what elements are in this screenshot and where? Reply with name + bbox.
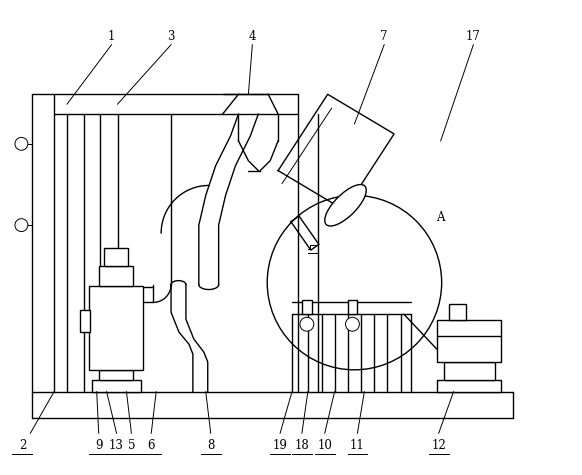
Bar — [80, 310, 90, 332]
Circle shape — [346, 317, 360, 331]
Text: 5: 5 — [127, 438, 135, 452]
Text: 1: 1 — [108, 30, 115, 43]
Text: 2: 2 — [19, 438, 26, 452]
Bar — [89, 285, 143, 370]
Bar — [443, 362, 495, 380]
Text: 6: 6 — [147, 438, 155, 452]
Text: 9: 9 — [95, 438, 102, 452]
Text: 8: 8 — [207, 438, 214, 452]
Bar — [99, 266, 133, 285]
Text: 10: 10 — [317, 438, 332, 452]
Text: 17: 17 — [466, 30, 481, 43]
Text: 3: 3 — [167, 30, 175, 43]
Bar — [436, 380, 501, 391]
Text: 4: 4 — [249, 30, 256, 43]
Text: A: A — [436, 211, 445, 224]
Bar — [92, 380, 141, 391]
Text: 7: 7 — [381, 30, 388, 43]
Circle shape — [15, 137, 28, 150]
Bar — [436, 320, 501, 362]
Bar — [104, 248, 129, 266]
Text: 19: 19 — [272, 438, 288, 452]
Bar — [99, 370, 133, 380]
Ellipse shape — [325, 184, 366, 226]
Bar — [449, 304, 466, 320]
Text: 12: 12 — [431, 438, 446, 452]
Text: 11: 11 — [350, 438, 365, 452]
Bar — [302, 301, 312, 314]
Text: 13: 13 — [109, 438, 124, 452]
Circle shape — [15, 218, 28, 231]
Bar — [347, 301, 357, 314]
Text: 18: 18 — [294, 438, 309, 452]
Circle shape — [300, 317, 314, 331]
